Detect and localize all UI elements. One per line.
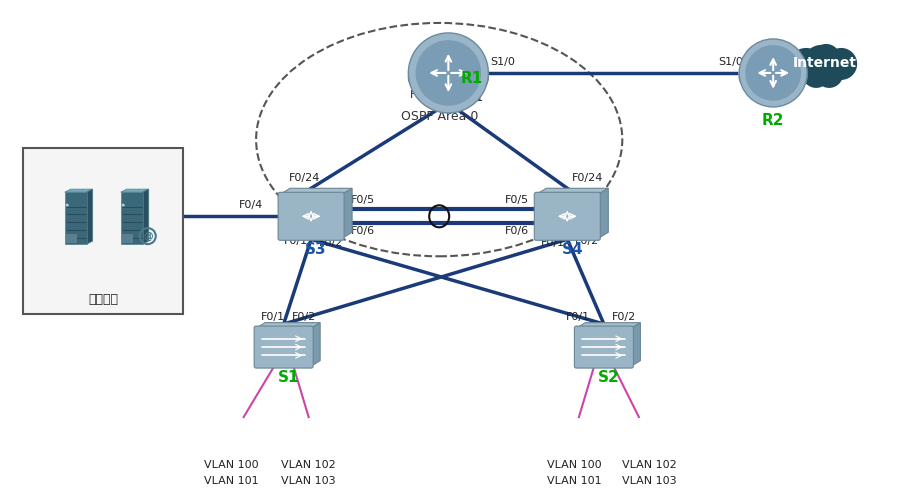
FancyBboxPatch shape — [534, 192, 600, 240]
Polygon shape — [311, 322, 320, 366]
Text: F0/1: F0/1 — [261, 312, 285, 322]
Text: S4: S4 — [562, 242, 583, 258]
Polygon shape — [576, 322, 640, 328]
Circle shape — [408, 33, 489, 113]
Polygon shape — [87, 189, 92, 244]
Text: VLAN 100
VLAN 101: VLAN 100 VLAN 101 — [204, 460, 259, 486]
FancyBboxPatch shape — [575, 326, 633, 368]
Text: VLAN 102
VLAN 103: VLAN 102 VLAN 103 — [281, 460, 336, 486]
Circle shape — [815, 60, 844, 88]
Polygon shape — [598, 188, 608, 238]
FancyBboxPatch shape — [65, 192, 87, 244]
FancyBboxPatch shape — [278, 192, 344, 240]
Text: VLAN 100
VLAN 101: VLAN 100 VLAN 101 — [546, 460, 601, 486]
Polygon shape — [256, 322, 320, 328]
Text: @: @ — [143, 231, 153, 241]
Polygon shape — [280, 188, 352, 194]
FancyBboxPatch shape — [121, 192, 143, 244]
Text: F0/6: F0/6 — [505, 226, 530, 236]
Circle shape — [788, 48, 824, 84]
Text: F0/2: F0/2 — [612, 312, 636, 322]
Text: F0/2: F0/2 — [319, 238, 343, 248]
Text: F0/1: F0/1 — [460, 93, 484, 103]
Text: F0/0: F0/0 — [410, 90, 435, 100]
Text: R1: R1 — [460, 71, 482, 86]
Text: F0/1: F0/1 — [565, 312, 590, 322]
Ellipse shape — [408, 56, 489, 100]
Text: S1/0: S1/0 — [490, 57, 515, 67]
Ellipse shape — [739, 58, 807, 96]
Text: S3: S3 — [306, 242, 327, 258]
Text: F0/6: F0/6 — [351, 226, 375, 236]
Text: S1/0: S1/0 — [718, 57, 743, 67]
FancyBboxPatch shape — [122, 234, 133, 243]
Circle shape — [746, 45, 801, 101]
Polygon shape — [631, 322, 640, 366]
Circle shape — [802, 60, 830, 88]
Circle shape — [66, 204, 69, 207]
Text: F0/1: F0/1 — [284, 236, 308, 246]
Circle shape — [415, 40, 481, 106]
Text: F0/5: F0/5 — [505, 195, 530, 205]
Polygon shape — [342, 188, 352, 238]
FancyBboxPatch shape — [254, 326, 313, 368]
Text: F0/24: F0/24 — [572, 174, 604, 183]
Text: F0/24: F0/24 — [289, 174, 320, 183]
Circle shape — [803, 45, 839, 81]
FancyBboxPatch shape — [23, 148, 183, 314]
Circle shape — [122, 204, 124, 207]
Text: S2: S2 — [598, 370, 619, 385]
Text: F0/2: F0/2 — [576, 236, 599, 246]
Text: S1: S1 — [278, 370, 299, 385]
Polygon shape — [536, 188, 608, 194]
Circle shape — [739, 39, 807, 107]
Polygon shape — [65, 189, 92, 192]
Polygon shape — [143, 189, 149, 244]
Text: F0/1: F0/1 — [542, 238, 565, 248]
Polygon shape — [121, 189, 149, 192]
FancyBboxPatch shape — [66, 234, 77, 243]
Text: F0/4: F0/4 — [239, 200, 264, 210]
Text: F0/2: F0/2 — [292, 312, 316, 322]
Text: OSPF Area 0: OSPF Area 0 — [401, 110, 478, 123]
Text: VLAN 102
VLAN 103: VLAN 102 VLAN 103 — [621, 460, 676, 486]
Text: 服务器群: 服务器群 — [88, 293, 118, 306]
Circle shape — [825, 48, 857, 80]
Circle shape — [813, 44, 840, 72]
Text: F0/5: F0/5 — [351, 195, 375, 205]
Text: R2: R2 — [762, 113, 784, 128]
Text: Internet: Internet — [793, 56, 857, 70]
